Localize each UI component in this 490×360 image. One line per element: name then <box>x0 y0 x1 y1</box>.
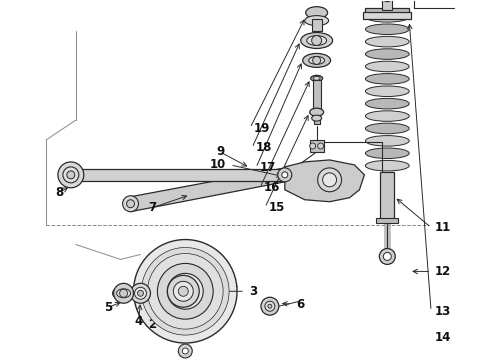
Circle shape <box>261 297 279 315</box>
Text: 17: 17 <box>260 161 276 174</box>
Circle shape <box>130 283 150 303</box>
Ellipse shape <box>303 53 331 67</box>
Circle shape <box>147 253 223 329</box>
Circle shape <box>63 167 79 183</box>
Bar <box>313 80 320 112</box>
Bar <box>380 172 394 220</box>
Circle shape <box>182 348 188 354</box>
Ellipse shape <box>366 73 409 84</box>
Ellipse shape <box>366 148 409 158</box>
Ellipse shape <box>366 12 409 22</box>
Ellipse shape <box>366 123 409 134</box>
Circle shape <box>178 344 192 358</box>
Circle shape <box>278 168 292 182</box>
Ellipse shape <box>312 115 321 121</box>
Circle shape <box>310 143 316 149</box>
Ellipse shape <box>306 7 328 19</box>
Circle shape <box>67 171 75 179</box>
Ellipse shape <box>366 136 409 146</box>
Text: 19: 19 <box>254 122 270 135</box>
Text: 3: 3 <box>249 285 257 298</box>
Ellipse shape <box>366 86 409 96</box>
Text: 5: 5 <box>104 301 113 314</box>
Text: 2: 2 <box>148 318 156 330</box>
Ellipse shape <box>366 24 409 35</box>
Bar <box>310 140 323 152</box>
Circle shape <box>268 304 272 308</box>
Ellipse shape <box>366 61 409 72</box>
Ellipse shape <box>366 36 409 47</box>
Circle shape <box>138 290 144 296</box>
Circle shape <box>383 252 392 260</box>
Bar <box>376 218 398 222</box>
Text: 11: 11 <box>435 221 451 234</box>
Text: 7: 7 <box>148 201 156 214</box>
Ellipse shape <box>366 161 409 171</box>
Circle shape <box>382 0 392 2</box>
Circle shape <box>178 286 188 296</box>
Text: 14: 14 <box>435 330 451 343</box>
Circle shape <box>312 36 321 45</box>
Bar <box>73 169 285 181</box>
Ellipse shape <box>117 289 130 298</box>
Circle shape <box>175 282 195 301</box>
Circle shape <box>168 275 199 307</box>
Ellipse shape <box>113 286 135 300</box>
Circle shape <box>322 173 337 187</box>
Bar <box>364 12 411 19</box>
Ellipse shape <box>313 76 320 80</box>
Ellipse shape <box>366 49 409 59</box>
Circle shape <box>180 286 190 296</box>
Circle shape <box>173 282 193 301</box>
Bar <box>382 0 392 10</box>
Text: 13: 13 <box>435 305 451 318</box>
Text: 9: 9 <box>216 145 224 158</box>
Circle shape <box>126 200 135 208</box>
Circle shape <box>157 264 213 319</box>
Circle shape <box>318 143 323 149</box>
Text: 18: 18 <box>256 141 272 154</box>
Circle shape <box>379 248 395 265</box>
Text: 15: 15 <box>269 201 285 214</box>
Ellipse shape <box>301 32 333 49</box>
Text: 4: 4 <box>134 315 143 328</box>
Ellipse shape <box>366 98 409 109</box>
Circle shape <box>134 239 237 343</box>
Circle shape <box>135 287 147 299</box>
Circle shape <box>318 168 342 192</box>
Bar <box>312 19 321 31</box>
Ellipse shape <box>307 36 327 45</box>
Text: 12: 12 <box>435 265 451 278</box>
Text: 16: 16 <box>264 181 280 194</box>
Ellipse shape <box>366 111 409 121</box>
Circle shape <box>122 196 139 212</box>
Ellipse shape <box>311 75 322 81</box>
Text: 10: 10 <box>210 158 226 171</box>
Polygon shape <box>130 168 285 212</box>
Circle shape <box>120 289 127 297</box>
Circle shape <box>282 172 288 178</box>
Ellipse shape <box>305 15 329 26</box>
Circle shape <box>142 248 229 335</box>
Circle shape <box>168 273 203 309</box>
Text: 1: 1 <box>181 345 189 357</box>
Circle shape <box>114 283 134 303</box>
Text: 8: 8 <box>55 186 63 199</box>
Ellipse shape <box>310 108 323 116</box>
Ellipse shape <box>309 57 324 64</box>
Polygon shape <box>285 160 365 202</box>
Bar <box>366 8 409 14</box>
Circle shape <box>58 162 84 188</box>
Bar <box>314 116 319 124</box>
Circle shape <box>313 57 320 64</box>
Circle shape <box>265 301 275 311</box>
Text: 6: 6 <box>296 298 304 311</box>
